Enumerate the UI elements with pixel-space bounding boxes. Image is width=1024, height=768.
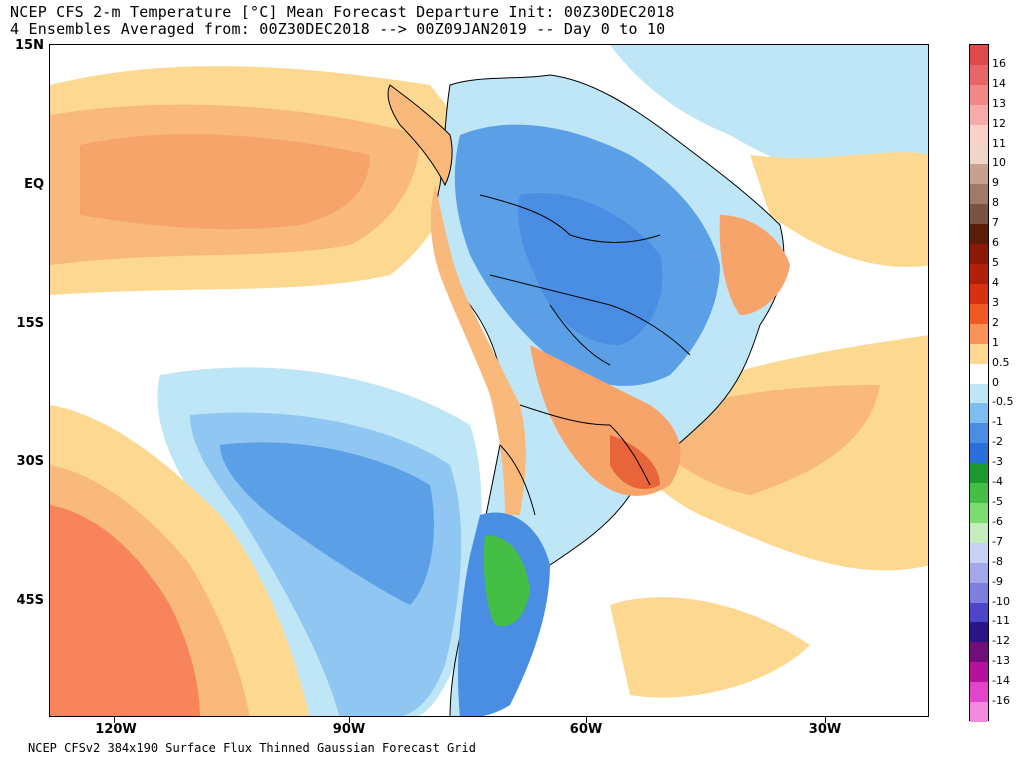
colorbar-label: 13 bbox=[992, 96, 1006, 110]
colorbar-label: -8 bbox=[992, 554, 1003, 568]
colorbar-cell bbox=[970, 383, 988, 404]
colorbar-label: 8 bbox=[992, 196, 999, 210]
anomaly-region-sepac-cool-core bbox=[220, 442, 434, 605]
colorbar-label: 6 bbox=[992, 236, 999, 250]
colorbar-cell bbox=[970, 283, 988, 305]
colorbar-label: 14 bbox=[992, 76, 1006, 90]
colorbar-cell bbox=[970, 124, 988, 146]
colorbar-label: 16 bbox=[992, 56, 1006, 70]
lat-label-15s: 15S bbox=[16, 316, 44, 331]
colorbar-label: 3 bbox=[992, 295, 999, 309]
colorbar-cell bbox=[970, 423, 988, 444]
colorbar-label: -7 bbox=[992, 534, 1003, 548]
anomaly-region-patagonia-cold-core bbox=[483, 535, 530, 627]
lat-label-30s: 30S bbox=[16, 454, 44, 469]
country-borders bbox=[479, 194, 691, 516]
colorbar-label: 0 bbox=[992, 375, 999, 389]
colorbar-cell bbox=[970, 224, 988, 245]
central-america bbox=[387, 84, 453, 187]
colorbar-cell bbox=[970, 483, 988, 504]
colorbar-label: -2 bbox=[992, 435, 1003, 449]
colorbar-cell bbox=[970, 562, 988, 584]
anomaly-region-natl-cool bbox=[610, 45, 928, 187]
colorbar-label: -4 bbox=[992, 475, 1003, 489]
anomaly-region-sbrazil-warm-core bbox=[610, 435, 660, 489]
colorbar-label: 9 bbox=[992, 176, 999, 190]
colorbar-label: -0.5 bbox=[992, 395, 1014, 409]
colorbar-cell bbox=[970, 542, 988, 564]
temperature-anomaly-map bbox=[49, 44, 929, 717]
anomaly-region-amazon-cool-core bbox=[518, 193, 663, 345]
tick-120w bbox=[114, 717, 115, 723]
anomaly-region-ne-brazil-warm bbox=[719, 215, 790, 315]
colorbar-cell bbox=[970, 164, 988, 185]
colorbar-cell bbox=[970, 702, 988, 723]
colorbar-label: -10 bbox=[992, 594, 1010, 608]
colorbar-label: -3 bbox=[992, 455, 1003, 469]
anomaly-region-swpac-warm-core bbox=[50, 505, 200, 716]
grid-footnote: NCEP CFSv2 384x190 Surface Flux Thinned … bbox=[28, 741, 476, 755]
colorbar-cell bbox=[970, 502, 988, 524]
colorbar-cell bbox=[970, 642, 988, 663]
colorbar-label: 4 bbox=[992, 275, 999, 289]
colorbar-cell bbox=[970, 84, 988, 106]
map-canvas bbox=[50, 45, 928, 716]
colorbar-cell bbox=[970, 264, 988, 285]
anomaly-region-natl-warm bbox=[750, 152, 928, 267]
colorbar-cell bbox=[970, 463, 988, 484]
anomaly-region-npac-warm-core bbox=[80, 134, 370, 230]
lat-label-45s: 45S bbox=[16, 593, 44, 608]
map-title-line1: NCEP CFS 2-m Temperature [°C] Mean Forec… bbox=[10, 3, 675, 21]
colorbar-label: 7 bbox=[992, 216, 999, 230]
colorbar-label: -1 bbox=[992, 415, 1003, 429]
tick-90w bbox=[349, 717, 350, 723]
colorbar-cell bbox=[970, 343, 988, 365]
colorbar-label: -11 bbox=[992, 614, 1010, 628]
colorbar-cell bbox=[970, 443, 988, 464]
colorbar-label: 2 bbox=[992, 315, 999, 329]
colorbar-label: -5 bbox=[992, 494, 1003, 508]
colorbar-cell bbox=[970, 144, 988, 165]
colorbar-cell bbox=[970, 363, 988, 384]
colorbar-cell bbox=[970, 622, 988, 643]
colorbar-cell bbox=[970, 184, 988, 205]
lon-label-90w: 90W bbox=[332, 722, 366, 737]
colorbar-label: -13 bbox=[992, 654, 1010, 668]
colorbar-cell bbox=[970, 582, 988, 604]
colorbar-label: 11 bbox=[992, 136, 1006, 150]
colorbar-cell bbox=[970, 323, 988, 345]
colorbar-label: -12 bbox=[992, 634, 1010, 648]
anomaly-region-andes-warm bbox=[430, 185, 526, 515]
tick-60w bbox=[586, 717, 587, 723]
lon-label-120w: 120W bbox=[95, 722, 137, 737]
colorbar-cell bbox=[970, 204, 988, 225]
colorbar-cell bbox=[970, 303, 988, 325]
colorbar-cell bbox=[970, 662, 988, 683]
colorbar-label: -9 bbox=[992, 574, 1003, 588]
colorbar-cell bbox=[970, 682, 988, 703]
colorbar-label: -6 bbox=[992, 514, 1003, 528]
colorbar-label: -14 bbox=[992, 674, 1010, 688]
lon-label-30w: 30W bbox=[808, 722, 842, 737]
colorbar-cell bbox=[970, 45, 988, 66]
colorbar-cell bbox=[970, 64, 988, 86]
colorbar-label: 0.5 bbox=[992, 355, 1010, 369]
colorbar-label: 10 bbox=[992, 156, 1006, 170]
lon-label-60w: 60W bbox=[569, 722, 603, 737]
colorbar-cell bbox=[970, 602, 988, 623]
colorbar bbox=[969, 44, 989, 723]
colorbar-label: 12 bbox=[992, 116, 1006, 130]
lat-label-eq: EQ bbox=[24, 177, 44, 192]
colorbar-cell bbox=[970, 104, 988, 126]
colorbar-cell bbox=[970, 522, 988, 544]
colorbar-cell bbox=[970, 403, 988, 424]
colorbar-label: -16 bbox=[992, 694, 1010, 708]
tick-30w bbox=[825, 717, 826, 723]
colorbar-label: 1 bbox=[992, 335, 999, 349]
lat-label-15n: 15N bbox=[15, 38, 44, 53]
colorbar-label: 5 bbox=[992, 256, 999, 270]
anomaly-region-satl-south-warm bbox=[610, 597, 810, 698]
colorbar-cell bbox=[970, 244, 988, 265]
map-title-line2: 4 Ensembles Averaged from: 00Z30DEC2018 … bbox=[10, 20, 666, 38]
